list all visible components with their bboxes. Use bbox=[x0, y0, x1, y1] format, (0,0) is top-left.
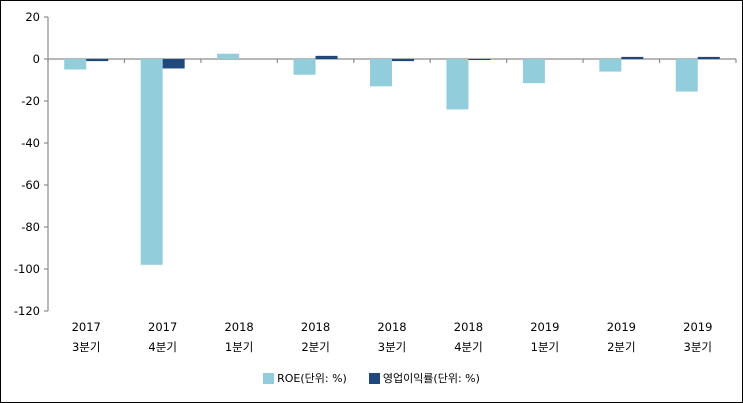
op-margin-bar bbox=[392, 59, 414, 62]
x-axis-label-year: 2019 bbox=[530, 320, 559, 334]
x-axis-label-quarter: 1분기 bbox=[531, 340, 559, 354]
op-margin-bar bbox=[621, 56, 644, 59]
chart-legend: ROE(단위: %) 영업이익률(단위: %) bbox=[1, 370, 742, 386]
y-axis-label: -100 bbox=[14, 262, 40, 276]
y-axis-label: -80 bbox=[21, 220, 40, 234]
roe-bar bbox=[64, 59, 87, 70]
y-axis-label: 0 bbox=[33, 52, 40, 66]
y-axis-label: -60 bbox=[21, 178, 40, 192]
x-axis-label-year: 2018 bbox=[224, 320, 253, 334]
op-margin-series-swatch-icon bbox=[368, 372, 380, 384]
op-margin-bar bbox=[315, 55, 338, 59]
roe-bar bbox=[675, 59, 698, 92]
x-axis-label-year: 2018 bbox=[454, 320, 483, 334]
x-axis-label-year: 2017 bbox=[148, 320, 177, 334]
x-axis-label-quarter: 3분기 bbox=[378, 340, 406, 354]
op-margin-bar bbox=[697, 56, 720, 59]
x-axis-label-quarter: 1분기 bbox=[225, 340, 253, 354]
x-axis-label-quarter: 4분기 bbox=[148, 340, 176, 354]
x-axis-label-year: 2017 bbox=[72, 320, 101, 334]
legend-label-roe: ROE(단위: %) bbox=[277, 372, 347, 385]
x-axis-label-quarter: 4분기 bbox=[454, 340, 482, 354]
x-axis-label-year: 2018 bbox=[301, 320, 330, 334]
legend-label-op-margin: 영업이익률(단위: %) bbox=[382, 372, 480, 385]
roe-bar bbox=[446, 59, 469, 110]
x-axis-label-year: 2018 bbox=[377, 320, 406, 334]
roe-series-swatch-icon bbox=[263, 372, 275, 384]
op-margin-bar bbox=[468, 59, 491, 61]
x-axis-label-quarter: 3분기 bbox=[72, 340, 100, 354]
x-axis-label-quarter: 3분기 bbox=[684, 340, 712, 354]
roe-bar bbox=[217, 53, 240, 59]
roe-bar bbox=[522, 59, 545, 84]
y-axis-label: 20 bbox=[25, 10, 40, 24]
roe-bar bbox=[599, 59, 622, 72]
y-axis-label: -20 bbox=[21, 94, 40, 108]
x-axis-label-quarter: 2분기 bbox=[607, 340, 635, 354]
legend-item-roe: ROE(단위: %) bbox=[263, 370, 347, 386]
op-margin-bar bbox=[162, 59, 185, 69]
roe-bar bbox=[140, 59, 163, 265]
op-margin-bar bbox=[86, 59, 109, 62]
y-axis-label: -40 bbox=[21, 136, 40, 150]
x-axis-label-year: 2019 bbox=[607, 320, 636, 334]
roe-bar bbox=[370, 59, 392, 87]
x-axis-label-quarter: 2분기 bbox=[301, 340, 329, 354]
x-axis-label-year: 2019 bbox=[683, 320, 712, 334]
legend-item-op-margin: 영업이익률(단위: %) bbox=[368, 370, 480, 386]
roe-bar bbox=[293, 59, 316, 75]
y-axis-label: -120 bbox=[14, 304, 40, 318]
